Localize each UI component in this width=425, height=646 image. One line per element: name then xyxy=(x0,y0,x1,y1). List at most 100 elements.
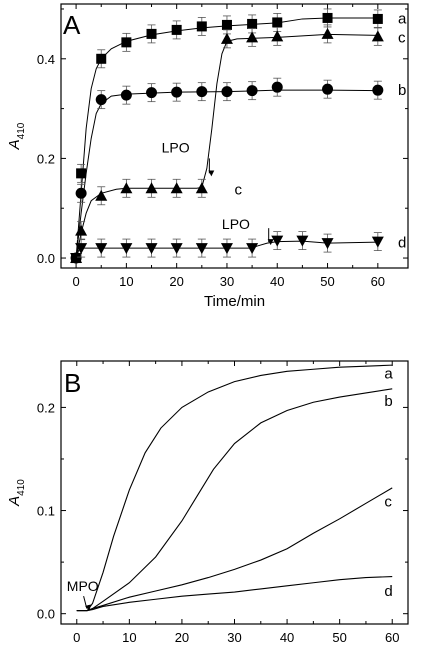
data-point-d xyxy=(271,235,284,247)
annotation-label: LPO xyxy=(222,216,250,232)
x-tick-label: 20 xyxy=(175,630,189,645)
data-point-d xyxy=(371,236,384,248)
x-tick-label: 50 xyxy=(320,274,334,289)
data-point-c xyxy=(321,27,334,39)
panel-a-plot: 0 10 20 30 40 50 600.00.20.4Time/minA410acbcdL… xyxy=(6,3,409,310)
data-point-d xyxy=(120,243,133,255)
x-tick-label: 10 xyxy=(119,274,133,289)
data-point-b xyxy=(95,94,107,106)
data-point-c xyxy=(95,189,108,201)
fit-curve-a xyxy=(75,17,378,259)
y-tick-label: 0.4 xyxy=(37,52,55,67)
y-axis-title: A410 xyxy=(6,479,27,507)
data-point-a xyxy=(171,24,182,35)
data-point-b xyxy=(372,84,384,96)
data-point-b xyxy=(221,86,233,98)
data-point-d xyxy=(195,243,208,255)
y-axis-title: A410 xyxy=(6,122,27,150)
fit-curve-b xyxy=(75,89,378,259)
curve-label: c xyxy=(398,29,406,46)
curve-label: b xyxy=(398,82,406,99)
data-point-b xyxy=(146,87,158,99)
curve-label: d xyxy=(384,583,392,600)
y-tick-label: 0.2 xyxy=(37,400,55,415)
data-point-a xyxy=(322,12,333,23)
data-point-c xyxy=(271,30,284,42)
data-point-c xyxy=(246,31,259,43)
curve-label: a xyxy=(384,365,393,382)
data-point-b xyxy=(75,187,87,199)
annotation-label: MPO xyxy=(67,578,99,594)
series-d xyxy=(76,576,393,612)
line-d xyxy=(76,576,393,612)
y-tick-label: 0.2 xyxy=(37,151,55,166)
data-point-d xyxy=(95,243,108,255)
data-point-a xyxy=(96,53,107,64)
panel-label-a: A xyxy=(63,10,81,40)
data-point-b xyxy=(271,81,283,93)
line-a xyxy=(76,364,393,612)
data-point-d xyxy=(75,243,88,255)
series-c xyxy=(70,24,384,264)
y-tick-label: 0.0 xyxy=(37,607,55,622)
series-b xyxy=(76,388,393,612)
data-point-a xyxy=(272,17,283,28)
data-point-b xyxy=(322,83,334,95)
y-axis-title-main: A xyxy=(6,496,23,507)
y-tick-label: 0.1 xyxy=(37,504,55,519)
data-point-d xyxy=(170,243,183,255)
data-point-c xyxy=(145,182,158,194)
data-point-b xyxy=(171,86,183,98)
data-point-a xyxy=(247,18,258,29)
curve-label: d xyxy=(398,235,406,252)
series-a xyxy=(71,8,383,264)
y-axis-title-subscript: 410 xyxy=(16,479,27,496)
x-tick-label: 0 xyxy=(73,630,80,645)
data-point-c xyxy=(170,182,183,194)
data-point-b xyxy=(246,85,258,97)
x-axis-title: Time/min xyxy=(204,293,265,310)
x-tick-label: 0 xyxy=(72,274,79,289)
series-c xyxy=(76,487,393,612)
curve-label: a xyxy=(398,10,407,27)
data-point-c xyxy=(220,32,233,44)
data-point-d xyxy=(246,243,259,255)
panel-label-b: B xyxy=(64,368,81,398)
x-tick-label: 60 xyxy=(371,274,385,289)
data-point-d xyxy=(296,235,309,247)
x-tick-label: 60 xyxy=(385,630,399,645)
data-point-a xyxy=(196,21,207,32)
data-point-d xyxy=(321,238,334,250)
data-point-d xyxy=(145,243,158,255)
plot-frame xyxy=(60,360,409,625)
panel-b-plot: 01020304050600.00.10.2Time/minA410abcdMP… xyxy=(6,360,409,645)
curve-label: c xyxy=(235,181,243,198)
annotation-arrow xyxy=(83,596,91,611)
data-point-c xyxy=(371,30,384,42)
series-a xyxy=(76,364,393,612)
x-tick-label: 40 xyxy=(270,274,284,289)
line-b xyxy=(76,388,393,612)
y-tick-label: 0.0 xyxy=(37,251,55,266)
line-c xyxy=(76,487,393,612)
data-point-c xyxy=(75,224,88,236)
y-axis-title-subscript: 410 xyxy=(16,122,27,139)
data-point-a xyxy=(372,13,383,24)
x-tick-label: 30 xyxy=(220,274,234,289)
curve-label: b xyxy=(384,393,392,410)
x-tick-label: 40 xyxy=(280,630,294,645)
curve-label: c xyxy=(384,493,392,510)
series-b xyxy=(70,77,384,264)
x-tick-label: 30 xyxy=(227,630,241,645)
data-point-a xyxy=(146,28,157,39)
x-tick-label: 50 xyxy=(332,630,346,645)
x-tick-label: 10 xyxy=(122,630,136,645)
data-point-a xyxy=(221,19,232,30)
y-axis-title-main: A xyxy=(6,139,23,150)
x-tick-label: 20 xyxy=(169,274,183,289)
data-point-b xyxy=(196,86,208,98)
data-point-d xyxy=(70,253,83,265)
data-point-a xyxy=(76,168,87,179)
data-point-b xyxy=(120,89,132,101)
